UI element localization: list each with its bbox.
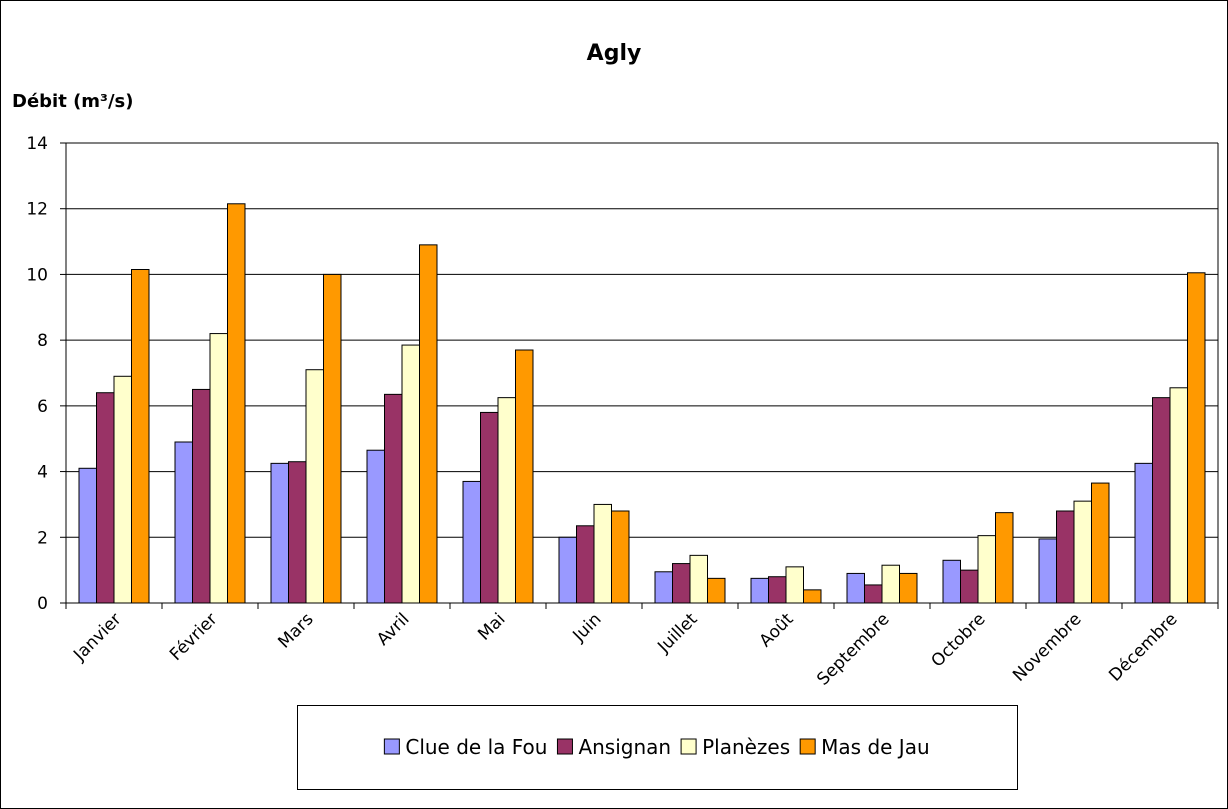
bar <box>899 572 918 604</box>
y-tick-label: 14 <box>26 134 48 154</box>
bar <box>1073 500 1092 604</box>
y-tick-label: 10 <box>26 265 48 285</box>
bar <box>689 554 708 604</box>
bar <box>1152 397 1171 604</box>
bar <box>401 344 420 604</box>
bar <box>960 569 979 604</box>
legend-label: Ansignan <box>578 735 671 759</box>
y-tick-label: 8 <box>37 331 48 351</box>
bar <box>995 512 1014 604</box>
bar <box>1169 387 1188 604</box>
legend-swatch <box>383 738 400 755</box>
bar <box>654 571 673 604</box>
bar <box>366 449 385 604</box>
bar <box>803 589 822 604</box>
legend-label: Clue de la Fou <box>405 735 547 759</box>
bar <box>419 244 438 604</box>
legend-swatch <box>556 738 573 755</box>
bar <box>1091 482 1110 604</box>
bar <box>113 375 132 604</box>
bar <box>1134 462 1153 604</box>
bar <box>515 349 534 604</box>
legend-label: Mas de Jau <box>821 735 929 759</box>
bar <box>480 411 499 604</box>
bar <box>707 577 726 604</box>
bar <box>750 577 769 604</box>
bar <box>323 273 342 604</box>
bar <box>785 566 804 604</box>
y-tick-label: 12 <box>26 200 48 220</box>
y-tick-label: 2 <box>37 528 48 548</box>
bar <box>864 584 883 604</box>
legend-swatch <box>799 738 816 755</box>
bar <box>384 393 403 604</box>
bar <box>846 572 865 604</box>
bar <box>209 333 228 604</box>
bar <box>768 576 787 604</box>
bar <box>174 441 193 604</box>
bar <box>227 203 246 604</box>
y-tick-label: 0 <box>37 594 48 614</box>
bar <box>1038 538 1057 604</box>
bar <box>78 467 97 604</box>
chart-title: Agly <box>587 41 642 66</box>
bar <box>288 461 307 604</box>
bar <box>558 536 577 604</box>
bar <box>1187 272 1206 604</box>
legend-swatch <box>680 738 697 755</box>
bar <box>270 462 289 604</box>
bar <box>881 564 900 604</box>
bar <box>96 392 115 604</box>
bar <box>192 388 211 604</box>
bar <box>1056 510 1075 604</box>
y-tick-label: 6 <box>37 397 48 417</box>
legend-label: Planèzes <box>702 735 790 759</box>
legend-box <box>297 705 1018 790</box>
bar <box>942 559 961 604</box>
bar <box>305 369 324 604</box>
bar <box>977 535 996 604</box>
bar <box>672 563 691 604</box>
y-axis-label: Débit (m³/s) <box>12 91 133 112</box>
bar <box>131 269 150 604</box>
bar <box>497 397 516 604</box>
bar <box>593 503 612 604</box>
y-tick-label: 4 <box>37 463 48 483</box>
bar <box>611 510 630 604</box>
bar <box>462 480 481 604</box>
bar <box>576 525 595 604</box>
